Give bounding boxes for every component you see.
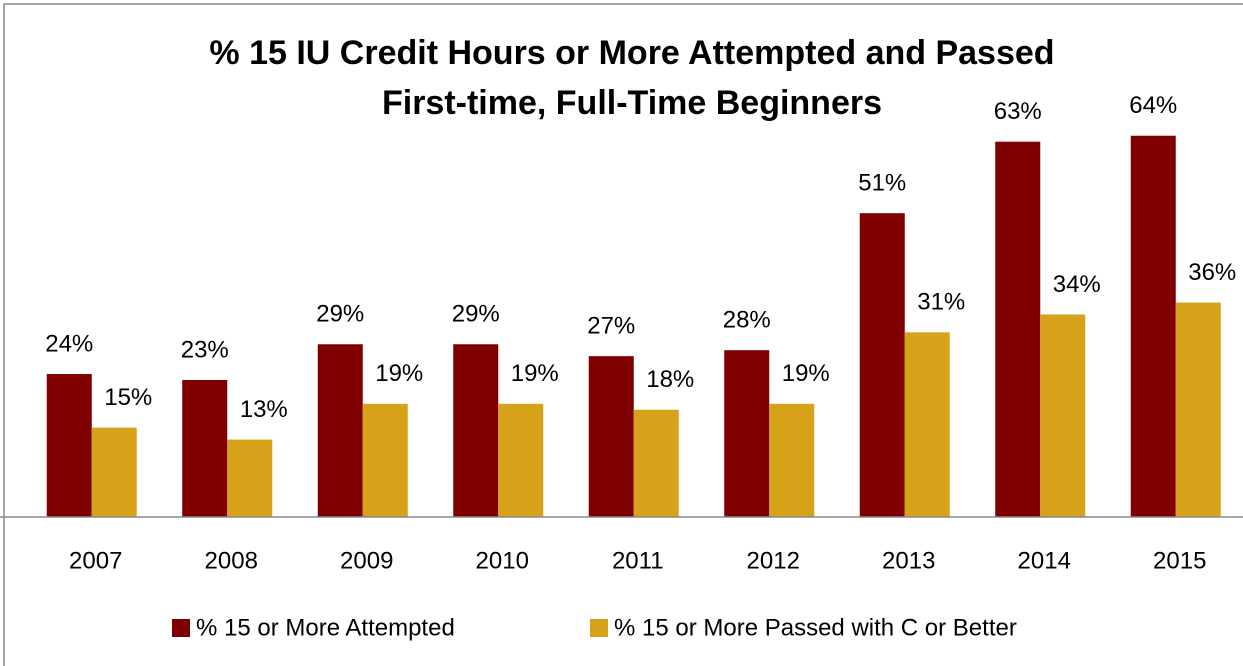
x-tick-label: 2012 [747,547,800,574]
bar [995,141,1041,517]
data-label: 24% [45,330,93,357]
bar [1130,135,1176,517]
bar [859,213,905,517]
data-label: 19% [511,360,559,387]
x-tick-label: 2015 [1153,547,1206,574]
bar [182,379,228,517]
data-label: 19% [782,360,830,387]
x-tick-label: 2014 [1018,547,1071,574]
bar [1175,302,1221,517]
legend-label: % 15 or More Passed with C or Better [614,614,1017,641]
chart-subtitle: First-time, Full-Time Beginners [382,84,882,122]
data-label: 18% [646,366,694,393]
legend-swatch [172,619,190,637]
legend-label: % 15 or More Attempted [196,614,455,641]
data-label: 63% [994,98,1042,125]
data-label: 51% [858,170,906,197]
chart-title: % 15 IU Credit Hours or More Attempted a… [209,34,1054,72]
data-label: 31% [917,289,965,316]
bar [588,356,634,517]
bar [633,409,679,517]
bar [362,403,408,517]
data-label: 29% [452,301,500,328]
x-tick-label: 2010 [476,547,529,574]
data-label: 36% [1188,259,1236,286]
bar [317,344,363,517]
x-tick-label: 2009 [340,547,393,574]
x-tick-label: 2013 [882,547,935,574]
bar [769,403,815,517]
bar [91,427,137,517]
bar [46,374,92,517]
data-label: 23% [181,336,229,363]
data-label: 64% [1129,92,1177,119]
data-label: 34% [1053,271,1101,298]
bar [227,439,273,517]
data-label: 19% [375,360,423,387]
data-label: 13% [240,396,288,423]
legend-swatch [590,619,608,637]
data-label: 27% [587,313,635,340]
x-tick-label: 2008 [205,547,258,574]
data-label: 15% [104,384,152,411]
bar [724,350,770,517]
data-label: 29% [316,301,364,328]
x-tick-label: 2011 [612,547,664,574]
bar [1040,314,1086,517]
bar [453,344,499,517]
data-label: 28% [723,307,771,334]
bar [904,332,950,517]
bar [498,403,544,517]
chart-border [3,3,1243,666]
x-tick-label: 2007 [69,547,122,574]
